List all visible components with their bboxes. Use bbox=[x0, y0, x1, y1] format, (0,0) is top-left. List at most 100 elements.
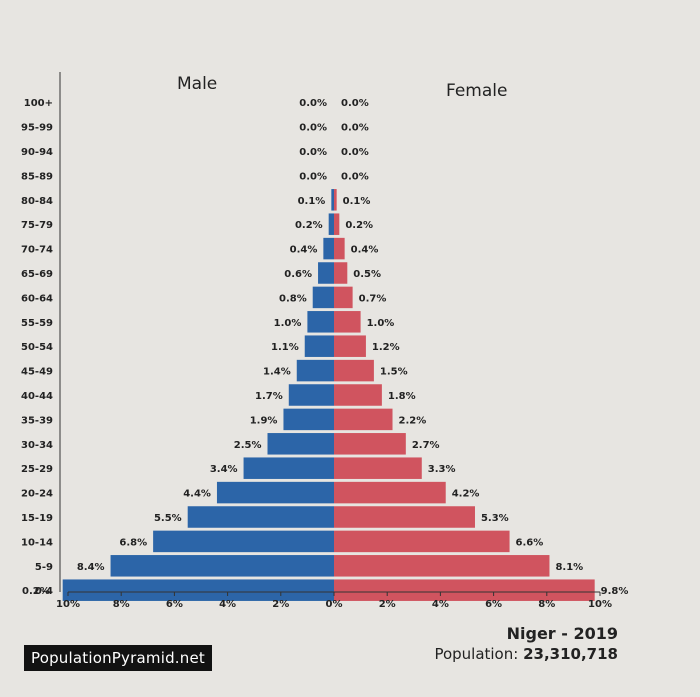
y-tick-label-70-74: 70-74 bbox=[21, 245, 53, 256]
y-tick-label-0-4: 0-4 bbox=[35, 586, 53, 597]
male-bar-65-69[interactable] bbox=[318, 262, 334, 284]
brand-logo-text[interactable]: PopulationPyramid.net bbox=[24, 645, 212, 671]
male-bar-10-14[interactable] bbox=[153, 530, 334, 553]
male-bar-50-54[interactable] bbox=[304, 335, 334, 357]
x-tick-label: 10% bbox=[56, 599, 80, 610]
male-value-label-80-84: 0.1% bbox=[298, 196, 326, 207]
x-tick-label: 4% bbox=[219, 599, 236, 610]
male-bar-15-19[interactable] bbox=[187, 506, 334, 528]
y-tick-label-85-89: 85-89 bbox=[21, 171, 53, 182]
x-tick-label: 2% bbox=[379, 599, 396, 610]
y-tick-label-100plus: 100+ bbox=[24, 98, 53, 109]
axis-layer: 100+ 95-99 90-94 85-89 80-84 75-79 70-74 65-69 6… bbox=[21, 72, 612, 610]
female-bar-40-44[interactable] bbox=[334, 384, 382, 406]
y-tick-label-10-14: 10-14 bbox=[21, 537, 53, 548]
y-tick-label-90-94: 90-94 bbox=[21, 147, 53, 158]
female-value-label-75-79: 0.2% bbox=[345, 220, 373, 231]
male-bar-45-49[interactable] bbox=[296, 359, 334, 382]
footer-summary: Niger - 2019 Population: 23,310,718 bbox=[434, 624, 618, 663]
x-tick-label: 10% bbox=[588, 599, 612, 610]
male-value-label-25-29: 3.4% bbox=[210, 464, 238, 475]
male-bar-75-79[interactable] bbox=[328, 213, 334, 235]
female-bar-65-69[interactable] bbox=[334, 262, 348, 284]
y-tick-label-5-9: 5-9 bbox=[35, 562, 53, 573]
male-value-label-30-34: 2.5% bbox=[234, 440, 262, 451]
y-tick-label-35-39: 35-39 bbox=[21, 415, 53, 426]
male-bar-40-44[interactable] bbox=[288, 384, 334, 406]
male-bar-20-24[interactable] bbox=[216, 481, 334, 504]
y-tick-label-50-54: 50-54 bbox=[21, 342, 53, 353]
male-bar-35-39[interactable] bbox=[283, 408, 334, 431]
female-value-label-45-49: 1.5% bbox=[380, 367, 408, 378]
female-value-label-5-9: 8.1% bbox=[555, 562, 583, 573]
female-bar-5-9[interactable] bbox=[334, 555, 550, 577]
female-bar-25-29[interactable] bbox=[334, 457, 422, 479]
x-tick-label: 8% bbox=[538, 599, 555, 610]
y-tick-label-55-59: 55-59 bbox=[21, 318, 53, 329]
population-value: 23,310,718 bbox=[523, 645, 618, 663]
male-value-label-75-79: 0.2% bbox=[295, 220, 323, 231]
female-value-label-80-84: 0.1% bbox=[343, 196, 371, 207]
y-tick-label-25-29: 25-29 bbox=[21, 464, 53, 475]
x-tick-label: 6% bbox=[166, 599, 183, 610]
female-bar-30-34[interactable] bbox=[334, 433, 406, 455]
male-bar-0-4[interactable] bbox=[62, 579, 335, 601]
male-bar-60-64[interactable] bbox=[312, 286, 334, 309]
male-value-label-100plus: 0.0% bbox=[299, 98, 327, 109]
bars-layer bbox=[62, 189, 595, 601]
male-value-label-60-64: 0.8% bbox=[279, 293, 307, 304]
female-bar-60-64[interactable] bbox=[334, 286, 353, 309]
female-value-label-20-24: 4.2% bbox=[452, 489, 480, 500]
female-value-label-60-64: 0.7% bbox=[359, 293, 387, 304]
female-bar-50-54[interactable] bbox=[334, 335, 366, 357]
female-value-label-50-54: 1.2% bbox=[372, 342, 400, 353]
female-value-label-30-34: 2.7% bbox=[412, 440, 440, 451]
x-tick-label: 4% bbox=[432, 599, 449, 610]
female-bar-10-14[interactable] bbox=[334, 530, 510, 553]
female-value-label-85-89: 0.0% bbox=[341, 171, 369, 182]
x-tick-label: 0% bbox=[326, 599, 343, 610]
male-value-label-70-74: 0.4% bbox=[290, 245, 318, 256]
male-series-title: Male bbox=[177, 74, 217, 94]
female-value-label-35-39: 2.2% bbox=[399, 415, 427, 426]
male-value-label-95-99: 0.0% bbox=[299, 123, 327, 134]
y-tick-label-80-84: 80-84 bbox=[21, 196, 53, 207]
female-bar-35-39[interactable] bbox=[334, 408, 393, 431]
male-bar-25-29[interactable] bbox=[243, 457, 334, 479]
male-value-label-0-4: 0.2% bbox=[22, 586, 50, 597]
male-bar-55-59[interactable] bbox=[307, 311, 334, 333]
male-value-label-85-89: 0.0% bbox=[299, 171, 327, 182]
male-value-label-90-94: 0.0% bbox=[299, 147, 327, 158]
y-tick-label-75-79: 75-79 bbox=[21, 220, 53, 231]
female-value-label-40-44: 1.8% bbox=[388, 391, 416, 402]
female-bar-0-4[interactable] bbox=[334, 579, 595, 601]
male-value-label-15-19: 5.5% bbox=[154, 513, 182, 524]
female-value-label-15-19: 5.3% bbox=[481, 513, 509, 524]
x-tick-label: 2% bbox=[272, 599, 289, 610]
male-bar-80-84[interactable] bbox=[331, 189, 334, 211]
male-bar-30-34[interactable] bbox=[267, 433, 335, 455]
female-value-label-55-59: 1.0% bbox=[367, 318, 395, 329]
male-value-label-65-69: 0.6% bbox=[284, 269, 312, 280]
male-bar-5-9[interactable] bbox=[110, 555, 334, 577]
male-bar-70-74[interactable] bbox=[323, 237, 334, 260]
female-bar-45-49[interactable] bbox=[334, 359, 374, 382]
female-value-label-65-69: 0.5% bbox=[353, 269, 381, 280]
male-value-label-35-39: 1.9% bbox=[250, 415, 278, 426]
female-bar-80-84[interactable] bbox=[334, 189, 337, 211]
female-series-title: Female bbox=[446, 81, 507, 101]
female-bar-20-24[interactable] bbox=[334, 481, 446, 504]
y-tick-label-30-34: 30-34 bbox=[21, 440, 53, 451]
y-tick-label-65-69: 65-69 bbox=[21, 269, 53, 280]
y-tick-label-95-99: 95-99 bbox=[21, 123, 53, 134]
male-value-label-40-44: 1.7% bbox=[255, 391, 283, 402]
female-bar-75-79[interactable] bbox=[334, 213, 340, 235]
female-bar-15-19[interactable] bbox=[334, 506, 475, 528]
y-tick-label-20-24: 20-24 bbox=[21, 489, 53, 500]
x-tick-label: 6% bbox=[485, 599, 502, 610]
female-bar-70-74[interactable] bbox=[334, 237, 345, 260]
female-value-label-70-74: 0.4% bbox=[351, 245, 379, 256]
male-value-label-20-24: 4.4% bbox=[183, 489, 211, 500]
female-bar-55-59[interactable] bbox=[334, 311, 361, 333]
